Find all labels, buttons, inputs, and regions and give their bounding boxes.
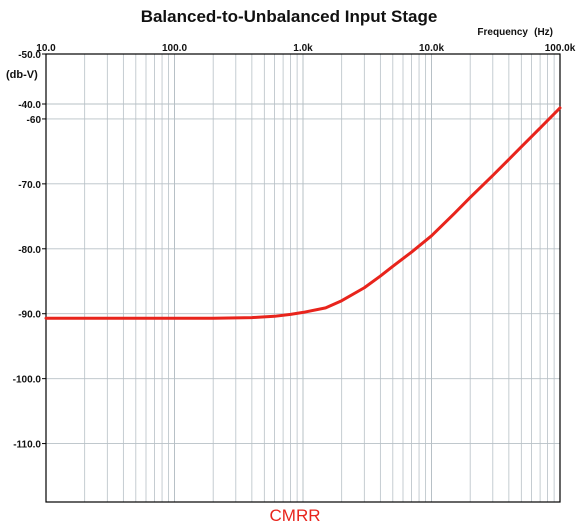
plot-frame [45, 53, 561, 503]
grid-lines [46, 53, 560, 502]
y-tick-label: -50.0 [18, 50, 41, 61]
tick-labels: 10.0 100.0 1.0k 10.0k 100.0k -40.0 -50.0 -60 -70… [13, 43, 576, 451]
y-tick-label: -100.0 [13, 375, 42, 386]
x-axis-label: Frequency [477, 27, 528, 38]
y-tick-label: -90.0 [18, 310, 41, 321]
chart-title: Balanced-to-Unbalanced Input Stage [141, 7, 438, 26]
y-tick-label: -110.0 [13, 440, 41, 451]
x-tick-label: 10.0k [419, 43, 444, 54]
legend-cmrr: CMRR [270, 506, 321, 525]
series-layer [44, 106, 562, 320]
y-tick-label: -70.0 [18, 180, 41, 191]
x-tick-label: 100.0k [545, 43, 576, 54]
x-tick-label: 1.0k [293, 43, 313, 54]
x-tick-label: 10.0 [36, 43, 56, 54]
cmrr-series-line [44, 106, 562, 320]
y-tick-label: -80.0 [18, 245, 41, 256]
y-axis-label: (db-V) [6, 69, 38, 81]
y-tick-label: -60 [27, 115, 42, 126]
y-tick-label: -40.0 [18, 100, 41, 111]
x-tick-label: 100.0 [162, 43, 187, 54]
x-axis-unit: (Hz) [534, 27, 553, 38]
plot-border [45, 53, 561, 503]
